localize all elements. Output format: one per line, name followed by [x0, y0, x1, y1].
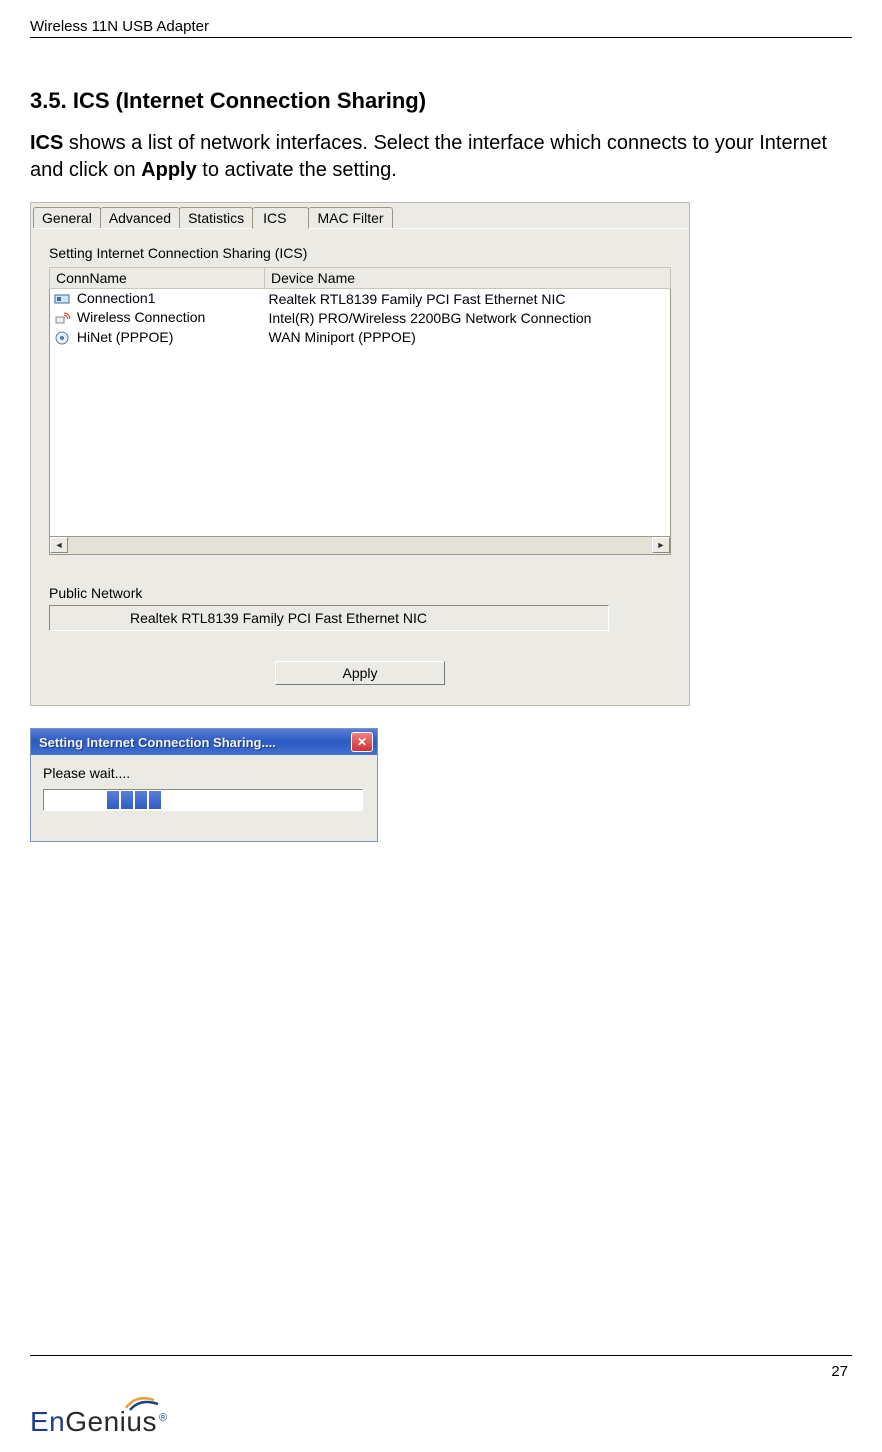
section-title: 3.5. ICS (Internet Connection Sharing): [30, 88, 852, 114]
page-number: 27: [831, 1363, 848, 1380]
progress-segment: [107, 791, 119, 809]
ics-bold: ICS: [30, 132, 63, 154]
wait-text: Please wait....: [43, 765, 365, 781]
table-row[interactable]: HiNet (PPPOE) WAN Miniport (PPPOE): [50, 328, 671, 347]
intro-paragraph: ICS shows a list of network interfaces. …: [30, 130, 852, 184]
cell-conn: Wireless Connection: [77, 309, 205, 325]
apply-bold: Apply: [141, 159, 197, 181]
list-empty-area: [50, 347, 671, 537]
interface-table: ConnName Device Name Connection1: [49, 267, 671, 537]
tab-statistics[interactable]: Statistics: [179, 207, 253, 228]
group-title: Setting Internet Connection Sharing (ICS…: [49, 245, 671, 261]
dialog-titlebar[interactable]: Setting Internet Connection Sharing.... …: [31, 729, 377, 755]
cell-device: Realtek RTL8139 Family PCI Fast Ethernet…: [265, 289, 671, 309]
public-network-label: Public Network: [49, 585, 671, 601]
horizontal-scrollbar[interactable]: ◄ ►: [49, 537, 671, 555]
cell-device: WAN Miniport (PPPOE): [265, 328, 671, 347]
cell-device: Intel(R) PRO/Wireless 2200BG Network Con…: [265, 308, 671, 327]
tab-row: General Advanced Statistics ICS MAC Filt…: [31, 203, 689, 229]
engenius-logo: EnGenius®: [30, 1406, 168, 1438]
public-network-field: Realtek RTL8139 Family PCI Fast Ethernet…: [49, 605, 609, 631]
col-connname[interactable]: ConnName: [50, 268, 265, 289]
scroll-left-arrow-icon[interactable]: ◄: [50, 537, 68, 553]
logo-en: En: [30, 1406, 65, 1437]
scroll-right-arrow-icon[interactable]: ►: [652, 537, 670, 553]
section-heading: ICS (Internet Connection Sharing): [73, 88, 426, 113]
header-product: Wireless 11N USB Adapter: [30, 18, 852, 37]
section-number: 3.5.: [30, 88, 67, 113]
progress-bar: [43, 789, 363, 811]
table-row[interactable]: Connection1 Realtek RTL8139 Family PCI F…: [50, 289, 671, 309]
progress-segment: [121, 791, 133, 809]
progress-segment: [135, 791, 147, 809]
progress-segment: [149, 791, 161, 809]
tab-advanced[interactable]: Advanced: [100, 207, 180, 228]
logo-registered-icon: ®: [159, 1412, 168, 1424]
close-icon[interactable]: ✕: [351, 732, 373, 752]
col-devicename[interactable]: Device Name: [265, 268, 671, 289]
pppoe-icon: [54, 330, 70, 346]
footer-divider: [30, 1355, 852, 1356]
cell-conn: Connection1: [77, 290, 156, 306]
progress-dialog: Setting Internet Connection Sharing.... …: [30, 728, 378, 842]
dialog-title: Setting Internet Connection Sharing....: [39, 735, 351, 750]
wireless-icon: [54, 311, 70, 327]
tab-macfilter[interactable]: MAC Filter: [308, 207, 392, 228]
table-row[interactable]: Wireless Connection Intel(R) PRO/Wireles…: [50, 308, 671, 327]
ethernet-icon: [54, 291, 70, 307]
apply-button[interactable]: Apply: [275, 661, 445, 685]
ics-settings-panel: General Advanced Statistics ICS MAC Filt…: [30, 202, 690, 706]
cell-conn: HiNet (PPPOE): [77, 329, 173, 345]
tab-general[interactable]: General: [33, 207, 101, 228]
logo-swoosh-icon: [124, 1392, 164, 1412]
tab-ics[interactable]: ICS: [252, 207, 309, 229]
scroll-track[interactable]: [68, 537, 652, 554]
para-p2: to activate the setting.: [197, 159, 397, 181]
